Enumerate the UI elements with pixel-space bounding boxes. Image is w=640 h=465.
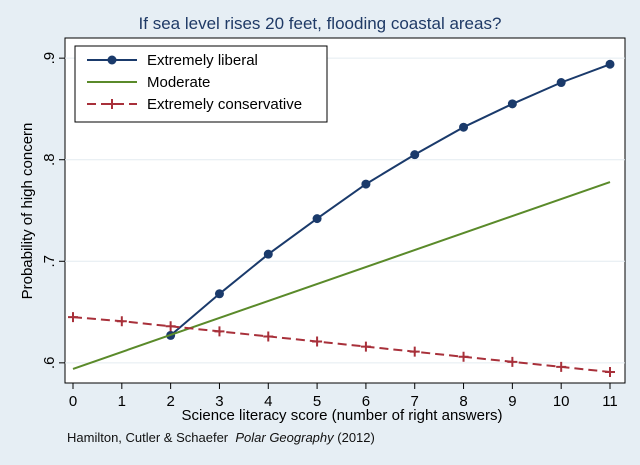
- series-lines: [68, 59, 615, 377]
- legend-box: [74, 45, 328, 123]
- x-tick-label: 6: [362, 393, 370, 410]
- data-point: [361, 179, 371, 189]
- legend-marker: [107, 99, 117, 109]
- data-point: [458, 351, 469, 362]
- data-point: [360, 341, 371, 352]
- data-point: [312, 336, 323, 347]
- x-tick-label: 7: [411, 393, 419, 410]
- x-tick-label: 8: [459, 393, 467, 410]
- x-tick-label: 2: [166, 393, 174, 410]
- y-tick-label: .8: [41, 153, 58, 166]
- data-point: [507, 99, 517, 109]
- data-point: [410, 150, 420, 160]
- legend-label: Extremely conservative: [147, 96, 302, 113]
- x-axis-label: Science literacy score (number of right …: [182, 407, 503, 424]
- data-point: [556, 361, 567, 372]
- source-authors: Hamilton, Cutler & Schaefer: [67, 430, 229, 445]
- data-point: [312, 214, 322, 224]
- source-year: (2012): [337, 430, 375, 445]
- x-tick-label: 11: [602, 393, 618, 410]
- legend-label: Extremely liberal: [147, 52, 258, 69]
- data-point: [116, 316, 127, 327]
- x-tick-label: 4: [264, 393, 272, 410]
- data-point: [165, 321, 176, 332]
- x-tick-label: 1: [118, 393, 126, 410]
- legend: Extremely liberal Moderate Extremely conse…: [74, 45, 328, 123]
- data-point: [214, 326, 225, 337]
- x-tick-label: 10: [553, 393, 570, 410]
- source-journal: Polar Geography: [235, 430, 334, 445]
- data-point: [507, 356, 518, 367]
- data-point: [263, 249, 273, 259]
- data-point: [214, 289, 224, 299]
- source-note: Hamilton, Cutler & Schaefer Polar Geogra…: [67, 430, 375, 445]
- x-tick-label: 9: [508, 393, 516, 410]
- x-tick-label: 0: [69, 393, 77, 410]
- data-point: [459, 122, 469, 132]
- y-axis-label: Probability of high concern: [19, 123, 36, 300]
- series-line-2: [72, 316, 611, 373]
- x-tick-label: 5: [313, 393, 321, 410]
- data-point: [409, 346, 420, 357]
- legend-marker: [107, 55, 117, 65]
- series-line-0: [169, 63, 611, 337]
- axes: .6 .7 .8 .9 0 1 2 3 4 5 6 7 8 9 10 11: [41, 52, 618, 410]
- data-point: [263, 331, 274, 342]
- x-tick-label: 3: [215, 393, 223, 410]
- series-line-1: [72, 181, 611, 370]
- data-point: [605, 59, 615, 69]
- y-tick-label: .9: [41, 52, 58, 65]
- legend-label: Moderate: [147, 74, 210, 91]
- y-tick-label: .6: [41, 357, 58, 370]
- chart-title: If sea level rises 20 feet, flooding coa…: [138, 14, 502, 33]
- data-point: [68, 312, 78, 323]
- data-point: [556, 78, 566, 88]
- y-tick-label: .7: [41, 255, 58, 268]
- data-point: [605, 366, 615, 377]
